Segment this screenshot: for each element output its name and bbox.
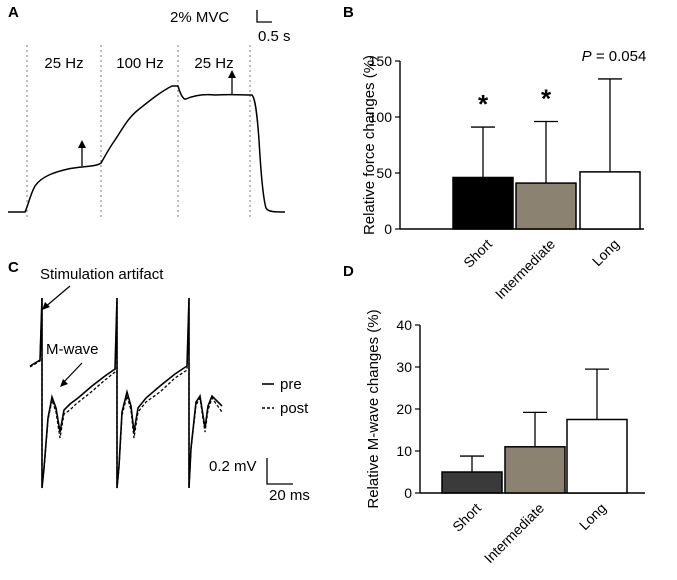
trace-pre bbox=[29, 297, 223, 489]
m-wave-arrow bbox=[61, 362, 83, 385]
segment-label-25hz-first: 25 Hz bbox=[44, 55, 83, 72]
chart-b-bar bbox=[579, 171, 641, 230]
chart-d-y-axis-title: Relative M-wave changes (%) bbox=[365, 309, 382, 508]
chart-b-y-axis-title: Relative force changes (%) bbox=[361, 55, 378, 235]
panel-a-letter: A bbox=[8, 4, 19, 21]
chart-b-x-tick-label: Intermediate bbox=[492, 236, 558, 302]
chart-b-x-tick-label: Short bbox=[460, 236, 495, 271]
chart-d-y-tick-label: 40 bbox=[396, 317, 412, 333]
segment-label-25hz-second: 25 Hz bbox=[194, 55, 233, 72]
chart-b-y-tick-label: 0 bbox=[384, 221, 392, 237]
chart-d-x-tick-label: Intermediate bbox=[481, 500, 547, 566]
voltage-scale-label: 0.2 mV bbox=[209, 458, 257, 475]
chart-b-y-tick-label: 50 bbox=[376, 165, 392, 181]
chart-b-bar bbox=[452, 176, 514, 230]
chart-d-y-tick-label: 0 bbox=[404, 485, 412, 501]
chart-b-bar bbox=[515, 182, 577, 230]
panel-c-letter: C bbox=[8, 259, 19, 276]
chart-d-bar bbox=[504, 446, 566, 494]
arrow-head-icon bbox=[228, 70, 236, 78]
chart-d-x-tick-label: Long bbox=[576, 500, 609, 533]
panel-b-letter: B bbox=[343, 4, 354, 21]
voltage-time-scale-bar bbox=[266, 458, 293, 485]
time-scale-label: 0.5 s bbox=[258, 28, 291, 45]
force-scale-label: 2% MVC bbox=[170, 9, 229, 26]
chart-b-y-tick-label: 100 bbox=[369, 109, 393, 125]
artifact-arrow bbox=[43, 285, 71, 309]
panel-d: D 0 10 20 30 40 Relative M-wave changes (%) Sh… bbox=[343, 263, 645, 566]
legend-pre-label: pre bbox=[280, 376, 302, 393]
time-scale-label-c: 20 ms bbox=[269, 487, 310, 504]
chart-d-y-tick-label: 30 bbox=[396, 359, 412, 375]
force-trace bbox=[8, 85, 286, 213]
chart-b-significance-mark: * bbox=[478, 89, 489, 119]
legend-post-label: post bbox=[280, 400, 309, 417]
arrow-head-icon bbox=[42, 302, 50, 310]
chart-d-bar bbox=[441, 471, 503, 494]
m-wave-label: M-wave bbox=[46, 341, 99, 358]
chart-b-x-tick-label: Long bbox=[589, 236, 622, 269]
segment-label-100hz: 100 Hz bbox=[116, 55, 164, 72]
force-time-scale-bar bbox=[256, 10, 272, 23]
arrow-head-icon bbox=[60, 379, 68, 387]
panel-a: A 2% MVC 0.5 s 25 Hz 100 Hz 25 Hz bbox=[8, 4, 291, 218]
chart-d-y-tick-label: 20 bbox=[396, 401, 412, 417]
chart-d-bar bbox=[566, 418, 628, 494]
panel-d-letter: D bbox=[343, 263, 354, 280]
panel-c: C Stimulation artifact M-wave pre post 0… bbox=[8, 259, 310, 504]
chart-d-y-tick-label: 10 bbox=[396, 443, 412, 459]
chart-b-p-value-annotation: P = 0.054 bbox=[582, 48, 647, 65]
arrow-head-icon bbox=[78, 140, 86, 148]
chart-d-x-tick-label: Short bbox=[449, 500, 484, 535]
chart-b-y-tick-label: 150 bbox=[369, 53, 393, 69]
stimulation-artifact-label: Stimulation artifact bbox=[40, 266, 164, 283]
chart-b-significance-mark: * bbox=[541, 83, 552, 113]
